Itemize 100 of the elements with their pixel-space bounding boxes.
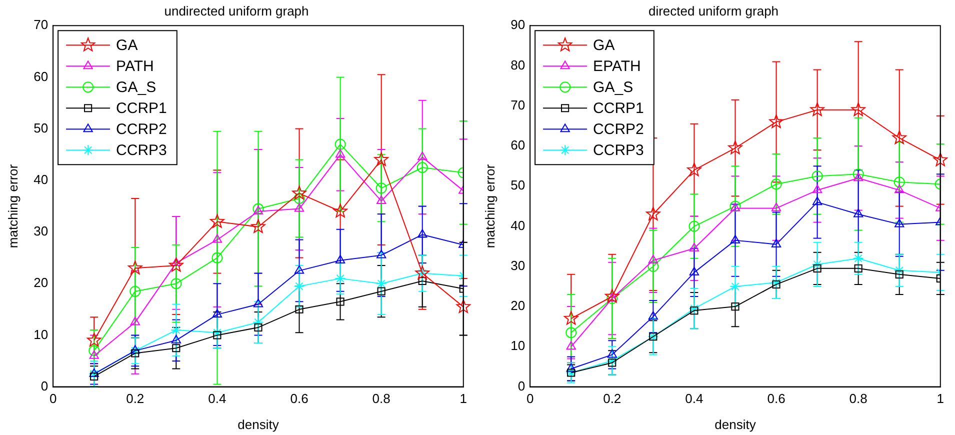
legend-label: GA_S xyxy=(116,79,156,96)
point xyxy=(895,270,904,278)
y-tick-label: 10 xyxy=(510,338,526,354)
point xyxy=(851,102,866,116)
point xyxy=(852,168,864,180)
point xyxy=(212,252,223,264)
x-tick-label: 0.2 xyxy=(126,391,144,406)
x-tick-label: 0.2 xyxy=(603,391,622,406)
point xyxy=(606,355,618,366)
legend-label: CCRP3 xyxy=(116,142,167,160)
point xyxy=(690,306,698,315)
x-tick-label: 0.4 xyxy=(208,391,226,406)
y-tick-label: 40 xyxy=(34,172,48,187)
point xyxy=(131,349,140,358)
point xyxy=(213,331,222,340)
point xyxy=(212,234,222,243)
point xyxy=(728,140,742,154)
legend-label: CCRP1 xyxy=(593,100,644,118)
point xyxy=(88,345,100,356)
point xyxy=(852,252,864,264)
point xyxy=(86,332,102,347)
point xyxy=(128,260,142,274)
y-axis-title: matching error xyxy=(5,164,20,248)
point xyxy=(892,130,907,144)
point xyxy=(212,327,223,338)
point xyxy=(731,302,740,311)
point xyxy=(335,254,346,264)
point xyxy=(130,345,141,356)
point xyxy=(336,298,344,306)
point xyxy=(812,184,822,194)
point xyxy=(212,309,222,318)
point xyxy=(771,202,782,212)
point xyxy=(812,170,823,182)
point xyxy=(894,184,904,194)
y-tick-label: 80 xyxy=(510,57,526,72)
point xyxy=(689,266,700,276)
point xyxy=(252,316,264,328)
y-tick-label: 0 xyxy=(518,378,526,394)
point xyxy=(172,344,180,352)
y-tick-label: 20 xyxy=(34,275,48,290)
point xyxy=(374,152,388,166)
point xyxy=(376,196,386,204)
point xyxy=(566,363,576,372)
point xyxy=(89,350,99,359)
y-tick-label: 40 xyxy=(510,218,526,233)
x-tick-label: 0.6 xyxy=(290,391,308,406)
point xyxy=(770,178,782,190)
point xyxy=(812,196,822,206)
legend-label: PATH xyxy=(116,58,154,76)
point xyxy=(812,258,823,270)
point xyxy=(130,286,141,297)
point xyxy=(89,368,99,377)
point xyxy=(418,276,426,286)
x-tick-label: 1 xyxy=(936,391,944,406)
point xyxy=(295,305,304,314)
x-axis-title: density xyxy=(238,416,280,432)
point xyxy=(894,176,905,188)
x-tick-label: 0.4 xyxy=(685,391,704,406)
y-tick-label: 20 xyxy=(510,298,526,314)
point xyxy=(377,287,386,296)
y-tick-label: 10 xyxy=(34,326,48,342)
y-tick-label: 0 xyxy=(40,378,48,394)
point xyxy=(894,264,905,276)
point xyxy=(376,278,387,290)
legend-label: CCRP2 xyxy=(593,121,644,138)
legend-label: GA xyxy=(116,37,138,54)
point xyxy=(334,138,346,150)
point xyxy=(170,324,182,336)
point xyxy=(813,264,822,272)
point xyxy=(294,265,304,274)
x-tick-label: 0.8 xyxy=(372,391,390,406)
point xyxy=(894,218,904,228)
point xyxy=(171,334,181,344)
y-tick-label: 30 xyxy=(34,224,48,239)
y-tick-label: 60 xyxy=(510,138,526,153)
point xyxy=(769,114,784,128)
point xyxy=(771,238,782,248)
point xyxy=(648,254,658,264)
point xyxy=(688,303,700,314)
point xyxy=(294,203,304,212)
point xyxy=(253,206,264,214)
point xyxy=(933,152,948,166)
point xyxy=(566,327,577,338)
legend-label: CCRP3 xyxy=(593,142,644,160)
point xyxy=(416,162,428,173)
legend-label: GA_S xyxy=(593,79,634,96)
chart-title: undirected uniform graph xyxy=(164,3,309,18)
point xyxy=(376,250,386,258)
point xyxy=(253,298,264,308)
point xyxy=(418,229,428,238)
point xyxy=(292,186,306,200)
point xyxy=(688,220,700,232)
point xyxy=(648,311,658,320)
point xyxy=(604,289,620,303)
point xyxy=(376,182,387,194)
point xyxy=(646,206,660,220)
point xyxy=(130,316,140,326)
y-tick-label: 70 xyxy=(510,97,526,112)
point xyxy=(130,345,140,354)
point xyxy=(770,276,782,288)
